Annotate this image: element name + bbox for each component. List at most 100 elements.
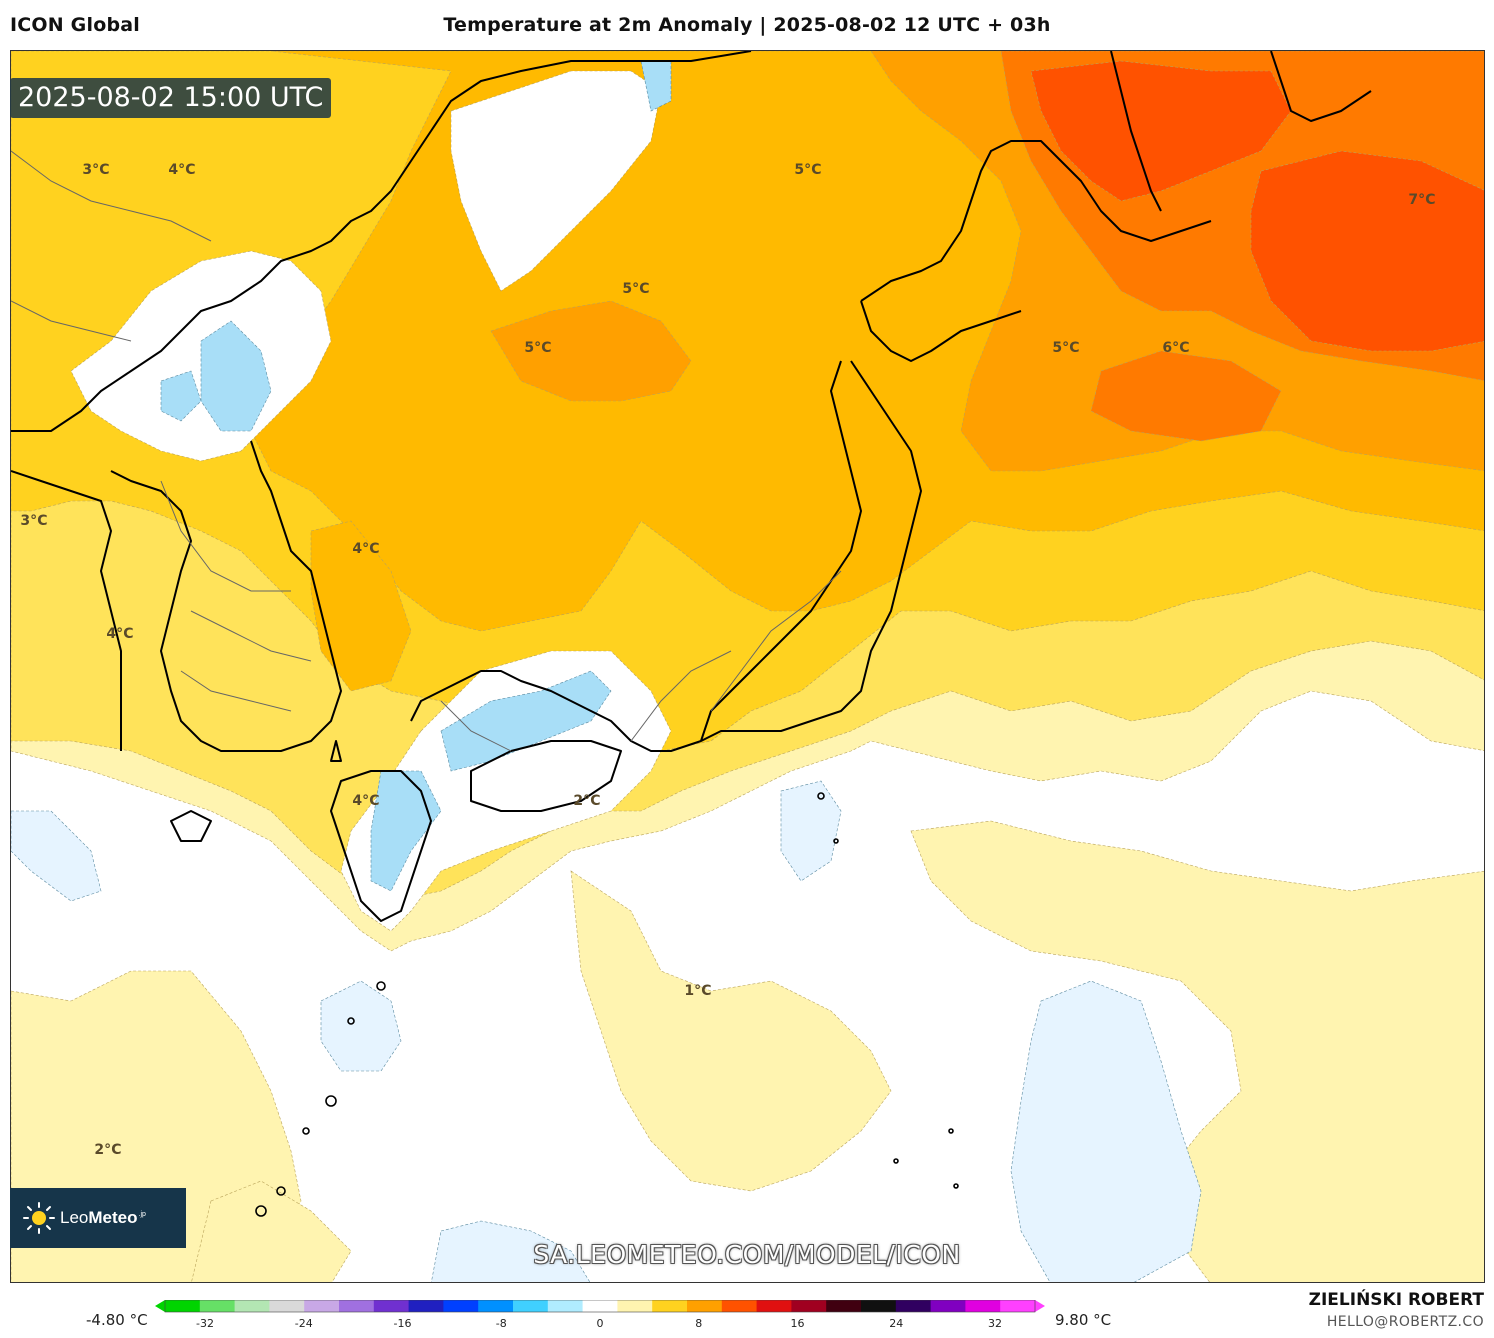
anomaly-zone-4-5-korea-west [310,520,412,692]
colorbar-segment [443,1300,479,1312]
anomaly-zone-0-2-central [570,870,892,1192]
map-label: 5°C [622,281,650,297]
cold-anomaly-sw-japan [440,670,612,772]
map-label: 6°C [1162,340,1190,356]
valid-time-badge: 2025-08-02 15:00 UTC [10,78,332,118]
colorbar-segment [965,1300,1001,1312]
map-label: 7°C [1408,192,1436,208]
cool-anomaly-ocean-3 [780,780,842,882]
colorbar-tick-label: 8 [695,1317,702,1330]
logo-brand-light: Leo [60,1208,89,1227]
anomaly-zone-0-2-sw-island [191,1180,352,1282]
colorbar-outline [164,1300,1036,1313]
author-email[interactable]: HELLO@ROBERTZ.CO [1326,1314,1484,1330]
map-label: 4°C [106,626,134,642]
colorbar-segment [687,1300,723,1312]
coastline-hokkaido-south [860,300,1022,362]
coastline-honshu [410,360,922,752]
map-label: 4°C [352,541,380,557]
coastline-china-south [11,470,122,751]
anomaly-zone-7-plus [1030,60,1292,202]
colorbar-segment [304,1300,340,1312]
coastline-kyushu [330,770,432,922]
colorbar-tick-label: 32 [988,1317,1002,1330]
colorbar-segment [861,1300,897,1312]
coastline-kamchatka [1270,51,1372,122]
colorbar-segment [339,1300,375,1312]
cool-anomaly-ocean-5 [431,1220,591,1282]
color-legend: -4.80 °C -32 -24 -16 -8 0 8 16 24 32 9.80 °C ZIE… [0,1290,1494,1338]
chart-title: Temperature at 2m Anomaly | 2025-08-02 1… [443,14,1051,36]
colorbar-tick-label: -24 [295,1317,313,1330]
legend-max-value: 9.80 °C [1055,1311,1112,1329]
cool-anomaly-ocean-4 [1010,980,1202,1282]
coastline-jeju [170,810,212,842]
colorbar-tick-label: -16 [394,1317,412,1330]
colorbar-arrow-right [1035,1300,1045,1312]
coastline-korea [110,440,342,752]
coastline-tsushima [330,740,342,762]
colorbar-segment [373,1300,410,1312]
coastline-shikoku [470,740,622,812]
model-name: ICON Global [10,14,140,36]
colorbar-segment [791,1300,827,1312]
colorbar-tick-label: 24 [889,1317,903,1330]
cool-anomaly-north-2 [450,70,662,292]
colorbar-segment [826,1300,862,1312]
colorbar-segment [547,1300,584,1312]
colorbar-tick-label: -8 [496,1317,507,1330]
colorbar-segment [234,1300,270,1312]
anomaly-zone-6-7-south [1090,350,1282,442]
coastline-hokkaido [860,140,1212,302]
colorbar-segment [408,1300,444,1312]
colorbar-segment [930,1300,966,1312]
colorbar-segment [721,1300,758,1312]
cool-anomaly-ocean-1 [11,810,102,902]
colorbar-segment [756,1300,792,1312]
logo-suffix: .jp [138,1211,146,1219]
map-label: 3°C [82,162,110,178]
colorbar-tick-label: 16 [791,1317,805,1330]
coastline-sakhalin [1110,51,1162,212]
colorbar-segment [582,1300,618,1312]
colorbar-segment [199,1300,236,1312]
anomaly-zone-7-plus-east [1250,150,1484,352]
cold-anomaly-north [200,320,272,432]
map-label: 2°C [94,1142,122,1158]
cool-anomaly-ocean-2 [320,980,402,1072]
map-panel[interactable] [10,50,1485,1283]
colorbar-segment [1000,1300,1036,1312]
coastline-mainland [11,51,752,432]
map-label: 5°C [524,340,552,356]
anomaly-map [11,51,1484,1282]
sun-icon [23,1202,55,1234]
source-watermark: SA.LEOMETEO.COM/MODEL/ICON [533,1240,961,1269]
map-label: 4°C [352,793,380,809]
colorbar-segment [269,1300,305,1312]
legend-min-value: -4.80 °C [86,1311,148,1329]
colorbar-segment [165,1300,201,1312]
colorbar-segment [513,1300,549,1312]
map-label: 5°C [1052,340,1080,356]
author-name: ZIELIŃSKI ROBERT [1308,1290,1484,1310]
colorbar: -32 -24 -16 -8 0 8 16 24 32 [155,1300,1045,1330]
map-label: 2°C [573,793,601,809]
colorbar-segment [617,1300,653,1312]
colorbar-segment [652,1300,688,1312]
admin-borders [11,150,842,752]
map-label: 5°C [794,162,822,178]
cold-anomaly-north-2 [160,370,202,422]
colorbar-tick-label: -32 [196,1317,214,1330]
small-islands [255,792,959,1217]
header-bar: ICON Global Temperature at 2m Anomaly | … [0,0,1494,50]
logo-brand-bold: Meteo [88,1208,138,1227]
leometeo-logo[interactable]: LeoMeteo.jp [10,1188,186,1248]
colorbar-segment [895,1300,932,1312]
map-label: 1°C [684,983,712,999]
map-label: 4°C [168,162,196,178]
colorbar-tick-label: 0 [597,1317,604,1330]
map-label: 3°C [20,513,48,529]
anomaly-zone-5-6-sea [490,300,692,402]
coastlines [11,51,1372,922]
logo-text: LeoMeteo.jp [60,1208,146,1228]
